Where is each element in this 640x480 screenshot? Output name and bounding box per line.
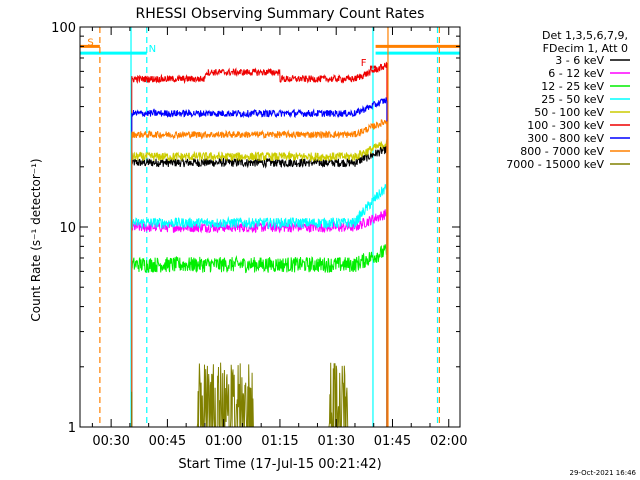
legend-label-3: 25 - 50 keV — [541, 93, 604, 106]
legend-label-0: 3 - 6 keV — [555, 54, 604, 67]
x-tick-label-4: 01:30 — [317, 434, 354, 449]
legend-header-1: FDecim 1, Att 0 — [543, 42, 628, 55]
x-axis-label: Start Time (17-Jul-15 00:21:42) — [178, 457, 381, 472]
x-axis-ticks: 00:30 00:45 01:00 01:15 01:30 01:45 02:00 — [91, 27, 467, 449]
series-line-0 — [131, 143, 388, 427]
y-tick-label-1: 10 — [59, 221, 76, 236]
flag-label-0: S — [87, 37, 93, 48]
legend-label-8: 7000 - 15000 keV — [506, 158, 604, 171]
series-line-2 — [131, 244, 388, 427]
series-line-3 — [131, 183, 388, 427]
x-tick-label-6: 02:00 — [430, 434, 467, 449]
y-axis-label-group: Count Rate (s⁻¹ detector⁻¹) — [29, 158, 43, 321]
legend: Det 1,3,5,6,7,9,FDecim 1, Att 03 - 6 keV… — [506, 29, 630, 171]
x-tick-label-2: 01:00 — [205, 434, 242, 449]
x-tick-label-0: 00:30 — [92, 434, 129, 449]
footer-timestamp: 29-Oct-2021 16:46 — [570, 469, 637, 477]
y-tick-label-0: 1 — [68, 421, 76, 436]
vertical-markers — [99, 27, 440, 427]
series-line-6 — [131, 97, 388, 427]
x-tick-label-3: 01:15 — [261, 434, 298, 449]
x-tick-label-1: 00:45 — [149, 434, 186, 449]
legend-label-7: 800 - 7000 keV — [520, 145, 604, 158]
series-line-7 — [131, 119, 388, 427]
flags-layer: S N F — [80, 37, 460, 69]
flag-label-2: F — [361, 58, 367, 69]
y-tick-label-2: 100 — [51, 21, 76, 36]
y-axis-ticks: 1 10 100 — [51, 21, 460, 436]
legend-label-5: 100 - 300 keV — [527, 119, 604, 132]
series-layer — [131, 61, 388, 429]
legend-label-6: 300 - 800 keV — [527, 132, 604, 145]
flag-label-1: N — [149, 44, 156, 55]
series-line-4 — [131, 139, 388, 427]
series-line-1 — [131, 209, 388, 427]
legend-label-4: 50 - 100 keV — [534, 106, 604, 119]
legend-label-2: 12 - 25 keV — [541, 80, 604, 93]
series-line-8 — [131, 362, 387, 429]
series-line-5 — [131, 61, 388, 427]
legend-header-0: Det 1,3,5,6,7,9, — [542, 29, 628, 42]
chart-title: RHESSI Observing Summary Count Rates — [136, 6, 425, 22]
y-axis-label: Count Rate (s⁻¹ detector⁻¹) — [29, 158, 43, 321]
x-tick-label-5: 01:45 — [374, 434, 411, 449]
legend-label-1: 6 - 12 keV — [548, 67, 604, 80]
